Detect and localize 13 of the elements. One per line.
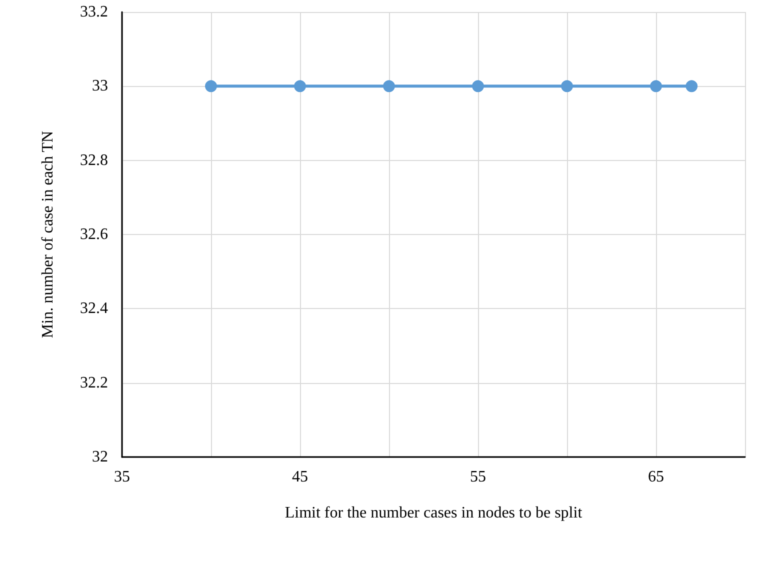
x-tick-label: 65 <box>648 468 664 486</box>
x-tick-label: 55 <box>470 468 486 486</box>
y-tick-label: 33.2 <box>80 4 108 20</box>
y-tick-label: 32.6 <box>80 226 108 243</box>
y-axis-title: Min. number of case in each TN <box>40 130 56 338</box>
x-axis-title: Limit for the number cases in nodes to be split <box>284 504 583 522</box>
y-tick-label: 32 <box>92 448 108 466</box>
y-tick-label: 32.4 <box>80 300 108 318</box>
y-tick-label: 33 <box>92 78 108 95</box>
y-tick-label: 32.2 <box>80 374 108 392</box>
x-tick-label: 45 <box>292 468 308 486</box>
x-tick-label: 35 <box>114 468 130 486</box>
y-tick-label: 32.8 <box>80 152 108 169</box>
